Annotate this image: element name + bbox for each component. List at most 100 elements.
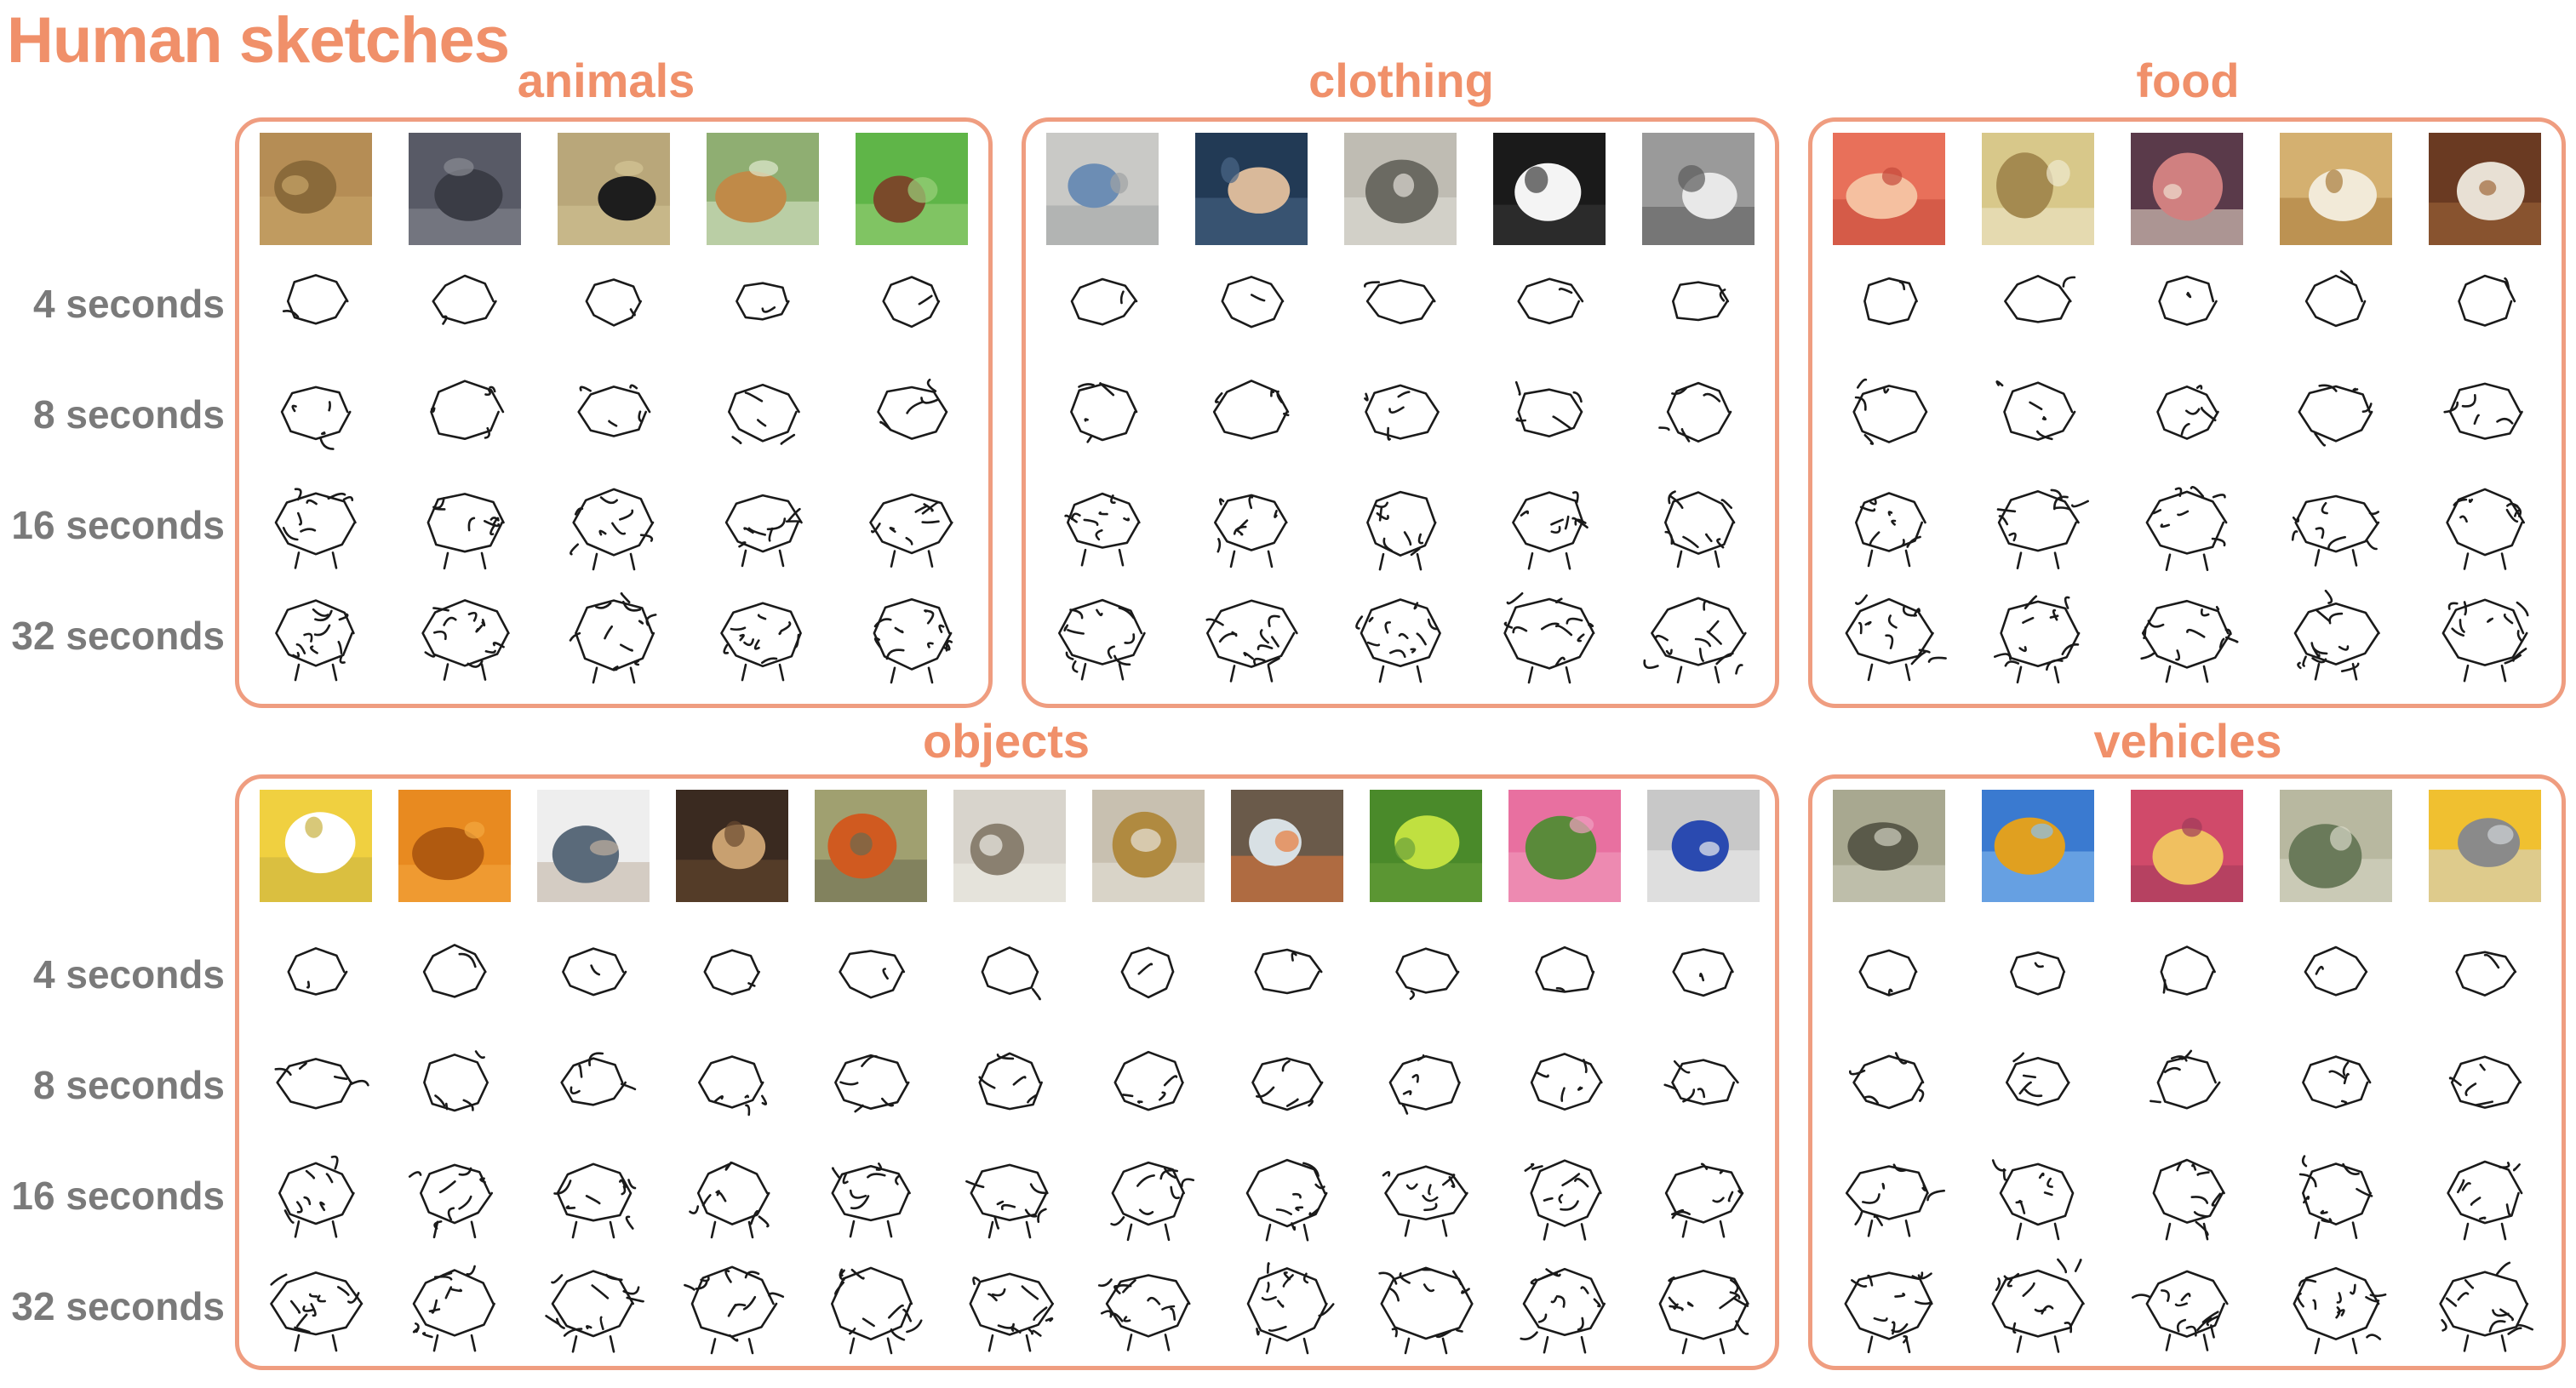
sketch-lawnmower-32-seconds: [1362, 1251, 1490, 1357]
sketch-pumpkin-4-seconds: [391, 919, 518, 1025]
category-title-clothing: clothing: [1308, 53, 1494, 108]
sketch-pants-8-seconds: [1039, 359, 1166, 465]
sketch-glass-16-seconds: [1974, 470, 2102, 575]
sketch-bag-4-seconds: [252, 919, 380, 1025]
sketch-soup-4-seconds: [2421, 248, 2549, 354]
sketch-bag-8-seconds: [252, 1030, 380, 1135]
sketch-fishbowl-32-seconds: [1223, 1251, 1351, 1357]
chainsaw-photo: [815, 790, 927, 902]
beach-ball-photo: [1647, 790, 1760, 902]
sketch-bird-4-seconds: [550, 248, 678, 354]
sketch-iguana-16-seconds: [401, 470, 529, 575]
sketch-butterfly-16-seconds: [848, 470, 976, 575]
sketch-chainsaw-32-seconds: [807, 1251, 935, 1357]
sketch-soup-32-seconds: [2421, 580, 2549, 686]
sketch-souffle-32-seconds: [2272, 580, 2400, 686]
sketch-butterfly-32-seconds: [848, 580, 976, 686]
sketch-fishbowl-8-seconds: [1223, 1030, 1351, 1135]
sketch-banjo-8-seconds: [946, 1030, 1073, 1135]
sketch-carriage-4-seconds: [2123, 919, 2251, 1025]
tank-photo: [2280, 790, 2392, 902]
sketch-iguana-4-seconds: [401, 248, 529, 354]
sketch-lion-32-seconds: [252, 580, 380, 686]
sketch-drum-16-seconds: [668, 1140, 796, 1246]
row-label-16-seconds: 16 seconds: [0, 1173, 225, 1219]
bed-photo: [537, 790, 650, 902]
sketch-lion-16-seconds: [252, 470, 380, 575]
sketch-car-32-seconds: [2421, 1251, 2549, 1357]
sketch-bag-16-seconds: [252, 1140, 380, 1246]
sketch-iguana-32-seconds: [401, 580, 529, 686]
sketch-giraffe-8-seconds: [699, 359, 827, 465]
sketch-pumpkin-32-seconds: [391, 1251, 518, 1357]
cake-photo: [2131, 133, 2243, 245]
sketch-bed-4-seconds: [530, 919, 657, 1025]
sketch-butterfly-8-seconds: [848, 359, 976, 465]
doorknob-photo: [1092, 790, 1205, 902]
figure-title: Human sketches: [7, 3, 509, 77]
sketch-flower-16-seconds: [1501, 1140, 1629, 1246]
sketch-chainsaw-16-seconds: [807, 1140, 935, 1246]
sketch-bird-8-seconds: [550, 359, 678, 465]
hot-air-balloon-photo: [1982, 790, 2094, 902]
sketch-souffle-16-seconds: [2272, 470, 2400, 575]
row-label-32-seconds: 32 seconds: [0, 613, 225, 659]
iguana-photo: [409, 133, 521, 245]
sketch-glass-32-seconds: [1974, 580, 2102, 686]
category-title-animals: animals: [518, 53, 696, 108]
grapefruit-photo: [1833, 133, 1945, 245]
sketch-car-4-seconds: [2421, 919, 2549, 1025]
sketch-banjo-4-seconds: [946, 919, 1073, 1025]
sketch-lawnmower-4-seconds: [1362, 919, 1490, 1025]
sketch-lion-4-seconds: [252, 248, 380, 354]
sketch-pants-16-seconds: [1039, 470, 1166, 575]
sketch-ball-16-seconds: [1640, 1140, 1767, 1246]
sketch-balloon-32-seconds: [1974, 1251, 2102, 1357]
sketch-banjo-32-seconds: [946, 1251, 1073, 1357]
sketch-giraffe-32-seconds: [699, 580, 827, 686]
sketch-suit-4-seconds: [1485, 248, 1613, 354]
veil-photo: [1642, 133, 1755, 245]
sketch-flower-4-seconds: [1501, 919, 1629, 1025]
sketch-bed-8-seconds: [530, 1030, 657, 1135]
giraffe-photo: [707, 133, 819, 245]
sketch-tank-32-seconds: [2272, 1251, 2400, 1357]
sketch-hat-16-seconds: [1337, 470, 1464, 575]
sketch-chainsaw-4-seconds: [807, 919, 935, 1025]
sketch-bird-16-seconds: [550, 470, 678, 575]
row-label-4-seconds: 4 seconds: [0, 281, 225, 327]
sketch-soup-16-seconds: [2421, 470, 2549, 575]
sketch-souffle-4-seconds: [2272, 248, 2400, 354]
sketch-chainsaw-8-seconds: [807, 1030, 935, 1135]
sketch-carriage-32-seconds: [2123, 1251, 2251, 1357]
tuxedo-photo: [1493, 133, 1606, 245]
taxi-photo: [2429, 790, 2541, 902]
sketch-grapefruit-8-seconds: [1825, 359, 1953, 465]
sketch-drum-8-seconds: [668, 1030, 796, 1135]
row-label-4-seconds: 4 seconds: [0, 951, 225, 997]
sketch-doorknob-4-seconds: [1085, 919, 1212, 1025]
sketch-souffle-8-seconds: [2272, 359, 2400, 465]
sketch-soup-8-seconds: [2421, 359, 2549, 465]
sketch-iguana-8-seconds: [401, 359, 529, 465]
sketch-carriage-8-seconds: [2123, 1030, 2251, 1135]
cocktail-photo: [1982, 133, 2094, 245]
sketch-bed-32-seconds: [530, 1251, 657, 1357]
pumpkin-photo: [398, 790, 511, 902]
sketch-suit-16-seconds: [1485, 470, 1613, 575]
sketch-lawnmower-8-seconds: [1362, 1030, 1490, 1135]
sketch-tank-16-seconds: [2272, 1140, 2400, 1246]
category-title-objects: objects: [923, 713, 1090, 768]
row-label-16-seconds: 16 seconds: [0, 502, 225, 548]
sketch-cake-8-seconds: [2123, 359, 2251, 465]
sketch-doorknob-16-seconds: [1085, 1140, 1212, 1246]
sketch-cake-16-seconds: [2123, 470, 2251, 575]
sketch-lion-8-seconds: [252, 359, 380, 465]
row-label-8-seconds: 8 seconds: [0, 391, 225, 437]
lion-photo: [260, 133, 372, 245]
sketch-flower-8-seconds: [1501, 1030, 1629, 1135]
sketch-suit-32-seconds: [1485, 580, 1613, 686]
humvee-photo: [1833, 790, 1945, 902]
sketch-hat-4-seconds: [1337, 248, 1464, 354]
sketch-grapefruit-4-seconds: [1825, 248, 1953, 354]
